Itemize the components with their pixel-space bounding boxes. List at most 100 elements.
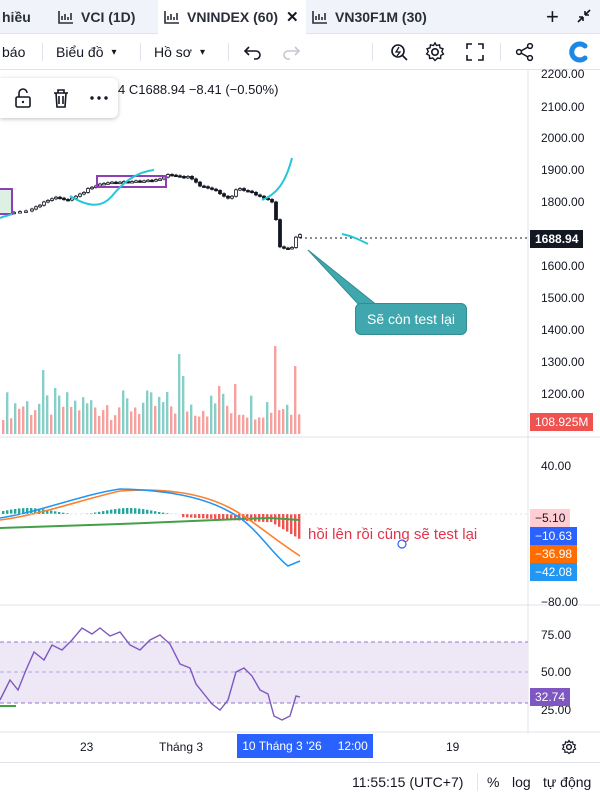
candle-body: [270, 199, 274, 203]
time-label: 19: [446, 740, 460, 754]
log-toggle[interactable]: log: [512, 774, 531, 790]
chart-area[interactable]: [0, 70, 600, 762]
profile-dropdown[interactable]: Hồ sơ ▾: [154, 34, 205, 70]
add-tab-icon[interactable]: +: [546, 4, 559, 29]
volume-bar: [162, 402, 165, 434]
status-bar: 11:55:15 (UTC+7) % log tự động: [0, 762, 600, 800]
volume-bar: [282, 408, 285, 434]
tab-vnindex[interactable]: VNINDEX (60) ✕: [158, 0, 306, 34]
tab-partial[interactable]: hiều: [2, 0, 31, 34]
volume-bar: [2, 420, 5, 434]
macd-histogram-bar: [182, 514, 185, 518]
price-tick-label: 1400.00: [541, 323, 585, 337]
price-tick-label: 1800.00: [541, 195, 585, 209]
volume-bar: [146, 390, 149, 434]
volume-bar: [206, 416, 209, 434]
price-tick-label: 2100.00: [541, 100, 585, 114]
annotation-note[interactable]: hồi lên rồi cũng sẽ test lại: [308, 526, 478, 543]
close-icon[interactable]: ✕: [286, 9, 299, 26]
quick-search-icon[interactable]: [388, 41, 410, 63]
volume-bar: [138, 413, 141, 434]
candle-body: [118, 181, 122, 185]
macd-histogram-bar: [142, 509, 145, 514]
redo-icon[interactable]: [280, 41, 302, 63]
divider: [477, 773, 478, 791]
volume-bar: [186, 411, 189, 434]
volume-bar: [234, 384, 237, 434]
volume-bar: [174, 413, 177, 434]
volume-bar: [150, 392, 153, 434]
candle-body: [238, 188, 242, 191]
tab-vn30f1m[interactable]: VN30F1M (30): [312, 0, 427, 34]
tab-label: VN30F1M (30): [335, 9, 427, 25]
tab-vci[interactable]: VCI (1D): [58, 0, 135, 34]
gear-icon[interactable]: [424, 41, 446, 63]
volume-bar: [34, 410, 37, 434]
candle-body: [130, 181, 134, 184]
volume-bar: [106, 405, 109, 434]
price-tick-label: 1200.00: [541, 387, 585, 401]
auto-toggle[interactable]: tự động: [543, 774, 592, 790]
undo-icon[interactable]: [242, 41, 264, 63]
time-cursor-label: 10 Tháng 3 '26 12:00: [237, 734, 373, 758]
volume-bar: [158, 396, 161, 434]
volume-bar: [58, 395, 61, 434]
candle-body: [150, 179, 154, 183]
alerts-button[interactable]: báo: [2, 34, 25, 70]
volume-bar: [258, 417, 261, 434]
drawing-toolbar: [0, 78, 118, 118]
collapse-icon[interactable]: [576, 8, 592, 24]
candle-body: [206, 186, 210, 189]
volume-bar: [94, 407, 97, 434]
candle-body: [230, 195, 234, 199]
volume-bar: [122, 390, 125, 434]
macd-histogram-bar: [206, 514, 209, 519]
macd-histogram-bar: [198, 514, 201, 519]
chart-type-label: Biểu đồ: [56, 44, 104, 60]
share-icon[interactable]: [514, 41, 536, 63]
candle-body: [98, 183, 102, 187]
tab-bar: hiều VCI (1D) VNINDEX (60) ✕ VN30F1M (30…: [0, 0, 600, 34]
volume-bar: [202, 410, 205, 434]
macd-histogram-bar: [10, 509, 13, 514]
candle-body: [158, 178, 162, 181]
volume-bar: [242, 414, 245, 434]
candle-body: [282, 246, 286, 249]
macd-histogram-bar: [210, 514, 213, 519]
candle-body: [24, 210, 28, 213]
volume-bar: [102, 410, 105, 434]
annotation-callout[interactable]: Sẽ còn test lại: [355, 303, 467, 335]
macd-histogram-bar: [230, 514, 233, 520]
chart-type-dropdown[interactable]: Biểu đồ ▾: [56, 34, 117, 70]
volume-bar: [298, 414, 301, 434]
clock[interactable]: 11:55:15 (UTC+7): [352, 774, 464, 790]
tab-label: VNINDEX (60): [187, 9, 279, 25]
volume-bar: [82, 397, 85, 434]
settings-gear-icon[interactable]: [561, 739, 577, 755]
volume-bar: [42, 370, 45, 434]
chart-canvas[interactable]: [0, 70, 600, 762]
macd-histogram-bar: [66, 513, 69, 514]
percent-toggle[interactable]: %: [487, 774, 500, 790]
fullscreen-icon[interactable]: [464, 41, 486, 63]
candle-body: [82, 192, 86, 195]
candle-body: [86, 188, 90, 193]
more-icon[interactable]: [88, 87, 110, 109]
candle-body: [134, 180, 138, 183]
macd-histogram-bar: [234, 514, 237, 521]
candle-body: [90, 186, 94, 190]
rsi-tick-label: 75.00: [541, 628, 572, 642]
candle-body: [114, 181, 118, 185]
app-logo-icon[interactable]: [566, 39, 592, 65]
volume-bar: [62, 406, 65, 434]
unlock-icon[interactable]: [12, 87, 34, 109]
macd-histogram-bar: [62, 512, 65, 514]
cursor-marker: [397, 539, 407, 549]
candle-body: [62, 197, 66, 201]
volume-bar: [218, 386, 221, 434]
candle-body: [194, 178, 198, 183]
rsi-tick-label: 50.00: [541, 665, 572, 679]
trash-icon[interactable]: [50, 87, 72, 109]
macd-histogram-bar: [130, 508, 133, 514]
macd-histogram-bar: [134, 508, 137, 514]
